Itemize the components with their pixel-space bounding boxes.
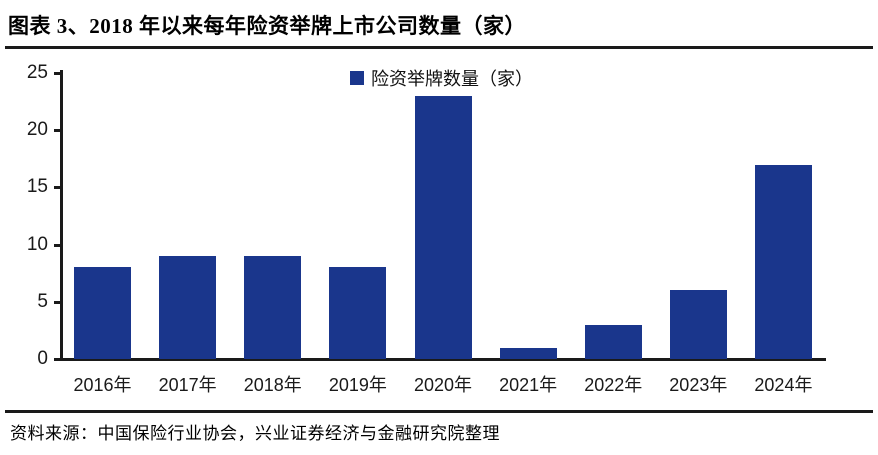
bar-2020年 <box>414 95 472 359</box>
y-tick-label: 0 <box>37 348 48 369</box>
x-tick-label: 2016年 <box>73 375 132 395</box>
y-tick-label: 20 <box>26 119 48 141</box>
legend-label: 险资举牌数量（家） <box>371 69 533 89</box>
x-tick-label: 2017年 <box>158 375 217 395</box>
x-tick-label: 2020年 <box>413 375 473 395</box>
bar-2018年 <box>244 256 302 359</box>
y-axis <box>60 70 63 361</box>
y-axis-tick <box>54 358 63 361</box>
y-tick-label: 10 <box>26 233 48 255</box>
source-note: 资料来源：中国保险行业协会，兴业证券经济与金融研究院整理 <box>10 424 500 443</box>
x-tick-label: 2021年 <box>499 375 558 395</box>
y-axis-tick <box>54 300 63 304</box>
title-divider <box>5 46 873 49</box>
y-axis-tick <box>54 72 63 75</box>
figure-title: 图表 3、2018 年以来每年险资举牌上市公司数量（家） <box>8 14 526 38</box>
x-tick-label: 2024年 <box>754 375 813 395</box>
x-tick-label: 2023年 <box>669 375 728 395</box>
x-axis <box>60 358 826 361</box>
legend-swatch <box>350 71 364 85</box>
y-tick-label: 15 <box>26 176 48 198</box>
bar-2021年 <box>499 347 557 359</box>
y-axis-tick <box>54 243 63 247</box>
bar-2019年 <box>329 267 387 359</box>
source-divider <box>5 410 873 413</box>
x-tick-label: 2018年 <box>243 375 302 395</box>
bar-2024年 <box>754 164 812 359</box>
bar-2017年 <box>159 256 217 359</box>
y-axis-tick <box>54 186 63 190</box>
legend: 险资举牌数量（家） <box>350 65 533 91</box>
x-tick-label: 2022年 <box>584 375 643 395</box>
bar-2022年 <box>584 324 642 359</box>
y-tick-label: 5 <box>37 290 48 312</box>
x-tick-label: 2019年 <box>328 375 387 395</box>
bar-2016年 <box>74 267 132 359</box>
bar-2023年 <box>669 290 727 359</box>
y-axis-tick <box>54 129 63 133</box>
y-tick-label: 25 <box>26 62 48 83</box>
